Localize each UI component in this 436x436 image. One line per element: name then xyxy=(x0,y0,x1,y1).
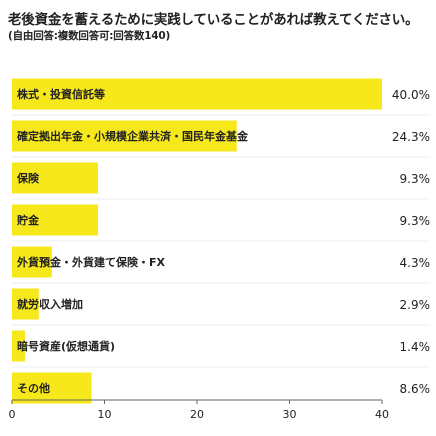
x-tick-label: 20 xyxy=(190,408,204,421)
category-label: 就労収入増加 xyxy=(17,297,83,311)
category-label: 保険 xyxy=(16,171,40,185)
bar xyxy=(12,120,237,152)
value-label: 24.3% xyxy=(392,130,430,144)
bar xyxy=(12,330,25,362)
value-label: 4.3% xyxy=(400,256,431,270)
value-label: 9.3% xyxy=(400,214,431,228)
bar xyxy=(12,162,99,194)
bar xyxy=(12,372,92,404)
bar xyxy=(12,78,382,110)
value-label: 8.6% xyxy=(400,382,431,396)
value-label: 2.9% xyxy=(400,298,431,312)
chart-title: 老後資金を蓄えるために実践していることがあれば教えてください。 xyxy=(8,12,419,28)
category-label: 株式・投資信託等 xyxy=(17,87,105,101)
x-tick-label: 10 xyxy=(98,408,112,421)
x-tick-label: 0 xyxy=(9,408,16,421)
x-tick-label: 40 xyxy=(375,408,389,421)
x-tick-label: 30 xyxy=(283,408,297,421)
bar xyxy=(12,204,99,236)
value-label: 1.4% xyxy=(400,340,431,354)
bar xyxy=(12,246,52,278)
category-label: その他 xyxy=(17,381,50,395)
category-label: 確定拠出年金・小規模企業共済・国民年金基金 xyxy=(17,129,249,143)
chart-subtitle: (自由回答:複数回答可:回答数140) xyxy=(8,30,171,42)
value-label: 9.3% xyxy=(400,172,431,186)
category-label: 外貨預金・外貨建て保険・FX xyxy=(16,255,166,269)
category-label: 貯金 xyxy=(17,213,40,227)
value-label: 40.0% xyxy=(392,88,430,102)
category-label: 暗号資産(仮想通貨) xyxy=(17,339,115,353)
bar xyxy=(12,288,39,320)
